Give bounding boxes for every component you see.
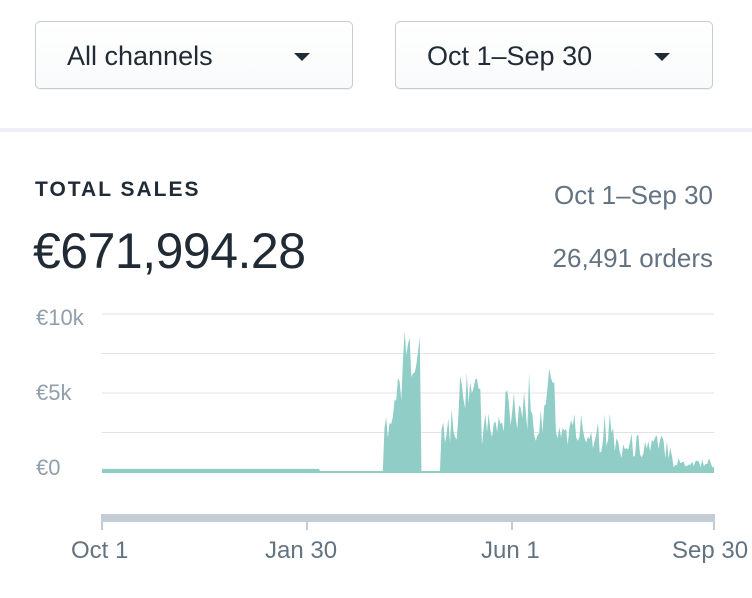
y-tick-label: €5k xyxy=(36,380,72,405)
section-divider xyxy=(0,128,752,132)
sales-area xyxy=(102,331,714,472)
card-date-range: Oct 1–Sep 30 xyxy=(554,180,713,210)
y-tick-label: €10k xyxy=(36,305,84,330)
caret-down-icon xyxy=(654,53,670,61)
caret-down-icon xyxy=(294,53,310,61)
x-tick-label: Oct 1 xyxy=(71,537,129,564)
x-tick-label: Sep 30 xyxy=(672,537,749,564)
x-tick-label: Jan 30 xyxy=(265,537,338,564)
date-range-select[interactable]: Oct 1–Sep 30 xyxy=(395,21,713,89)
card-title: TOTAL SALES xyxy=(35,178,201,201)
channel-select-label: All channels xyxy=(67,41,213,71)
chart-scrollbar xyxy=(102,514,714,522)
total-sales-value: €671,994.28 xyxy=(33,223,306,279)
orders-count: 26,491 orders xyxy=(552,243,713,273)
y-tick-label: €0 xyxy=(36,455,61,480)
channel-select[interactable]: All channels xyxy=(35,21,353,89)
sales-area-chart xyxy=(101,313,715,530)
date-range-select-label: Oct 1–Sep 30 xyxy=(427,41,593,71)
x-tick-label: Jun 1 xyxy=(481,537,540,564)
